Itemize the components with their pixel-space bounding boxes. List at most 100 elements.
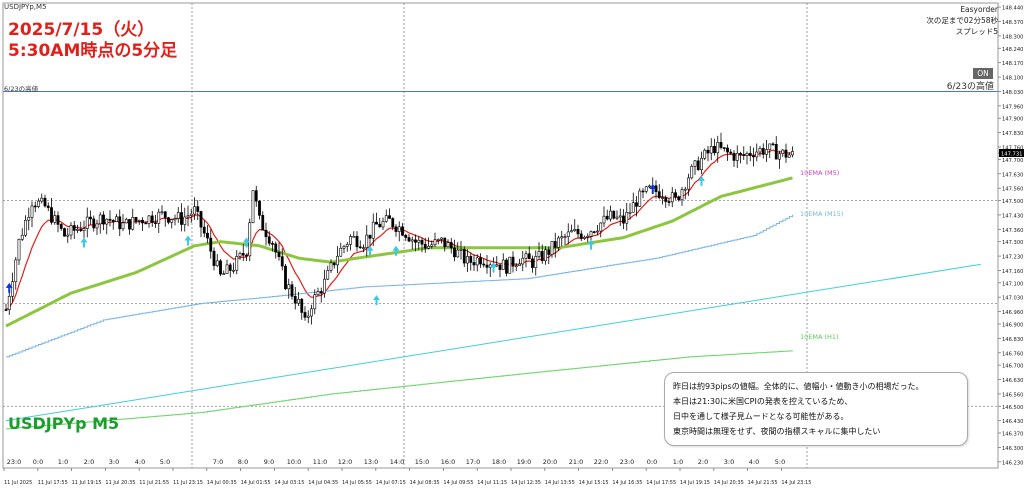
candle-body-83 [274,243,278,253]
candle-body-125 [410,239,414,242]
candle-body-127 [417,239,421,243]
signal-arrow-up-0 [80,237,88,248]
candle-body-76 [251,190,255,223]
y-tick-label-5: 148.100 [1002,76,1023,82]
candle-body-167 [547,249,551,255]
candle-body-109 [358,246,362,249]
candle-body-4 [17,239,21,261]
y-tick-label-32: 146.370 [1002,432,1023,438]
candle-body-159 [521,257,525,265]
candle-body-108 [355,235,359,248]
candle-body-139 [456,249,460,258]
candle-body-226 [739,152,742,155]
candle-body-137 [449,242,453,249]
x-hour-label-12: 12:0 [338,458,353,466]
candle-body-180 [589,231,593,237]
comment-line-4: 東京時間は無理をせず、夜間の指標スキャルに集中したい [673,427,881,436]
candle-body-222 [726,147,729,153]
high-line-label-left: 6/23の高値 [4,85,39,93]
candle-body-162 [531,258,534,268]
comment-box: 昨日は約93pipsの値幅。全体的に、値幅小・値動き小の相場だった。 本日は21… [664,372,968,446]
candle-body-101 [332,262,336,266]
candle-body-17 [59,224,63,229]
ema-m15-label: 10EMA (M15) [800,210,844,218]
candle-body-164 [537,251,541,257]
x-hour-label-20: 20:0 [543,458,558,466]
candle-body-123 [404,234,408,238]
candle-body-142 [466,256,469,264]
candle-body-102 [336,255,339,266]
candle-body-191 [625,212,629,224]
x-hour-label-29: 5:0 [775,458,785,466]
current-price-label: 147.731 [1001,151,1022,157]
candle-body-216 [706,149,710,154]
comment-line-2: 本日は21:30に米国CPIの発表を控えているため、 [673,397,853,406]
ema-h1-label: 10EMA (H1) [800,333,839,341]
candle-body-166 [544,249,547,262]
candle-body-55 [183,216,187,225]
candle-body-204 [667,201,671,203]
candle-body-132 [433,239,437,246]
candle-body-43 [144,222,148,225]
candle-body-122 [401,226,404,236]
candle-body-99 [326,270,330,280]
candle-body-42 [141,219,144,224]
candle-body-44 [147,215,151,224]
candle-body-15 [53,215,57,223]
candle-body-170 [557,237,560,248]
x-date-label-1: 11 Jul 17:55 [38,480,68,486]
candle-body-70 [232,269,235,272]
x-date-label-22: 14 Jul 21:55 [748,480,778,486]
x-hour-label-9: 9:0 [264,458,274,466]
ema-m5-line [5,176,793,328]
candle-body-179 [586,235,590,238]
candle-body-34 [115,216,118,222]
candle-body-7 [27,216,31,221]
symbol-label: USDJPYp M5 [8,414,120,433]
candle-body-26 [89,216,92,220]
candle-body-20 [69,225,73,236]
candle-body-211 [690,166,694,179]
candle-body-171 [560,236,564,239]
candle-body-3 [14,259,18,282]
y-tick-label-31: 146.430 [1002,419,1023,425]
candle-body-87 [287,284,291,290]
candle-body-209 [683,188,687,191]
candle-body-156 [511,256,515,267]
candle-body-197 [644,186,648,192]
candle-body-124 [407,237,411,242]
candle-body-75 [248,222,252,257]
signal-arrow-up-5 [392,245,400,256]
candle-body-52 [173,218,177,221]
candle-body-154 [505,259,508,274]
candle-body-129 [423,243,427,249]
candle-body-173 [566,231,570,237]
candle-body-74 [245,254,248,257]
candle-body-190 [622,215,625,224]
candle-body-203 [664,197,668,202]
candle-body-228 [745,152,749,156]
y-tick-label-6: 148.030 [1002,90,1023,96]
candle-body-82 [271,243,274,245]
candle-body-115 [378,223,382,228]
candle-body-98 [323,278,326,294]
candle-body-0 [4,309,8,311]
candle-body-93 [306,315,310,318]
candle-body-205 [670,192,674,203]
candle-body-37 [124,219,128,224]
candle-body-79 [261,215,265,231]
candle-body-97 [319,291,323,294]
candle-body-16 [56,215,60,225]
candle-body-145 [475,257,479,266]
on-button[interactable]: ON [973,68,993,79]
y-tick-label-30: 146.500 [1002,405,1023,411]
candle-body-224 [732,152,736,161]
candle-body-13 [46,205,50,208]
candle-body-174 [570,230,573,233]
x-hour-label-28: 4:0 [749,458,759,466]
candle-body-19 [66,234,70,237]
candle-body-117 [384,215,388,222]
candle-body-144 [472,262,476,266]
x-date-label-2: 11 Jul 19:15 [72,480,102,486]
x-date-label-5: 11 Jul 23:15 [173,480,203,486]
